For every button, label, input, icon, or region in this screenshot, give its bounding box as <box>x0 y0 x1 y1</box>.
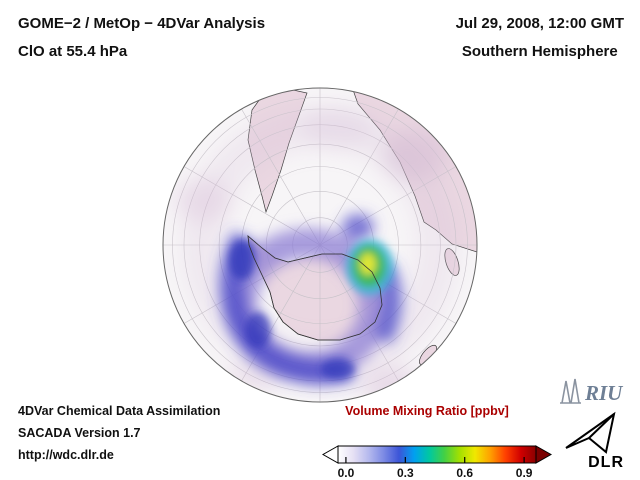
header-left: GOME−2 / MetOp − 4DVar Analysis ClO at 5… <box>18 10 265 66</box>
colorbar-title: Volume Mixing Ratio [ppbv] <box>345 404 509 418</box>
footer-left: 4DVar Chemical Data Assimilation SACADA … <box>18 400 220 466</box>
colorbar-tick-label: 0.0 <box>337 466 355 480</box>
plot-datetime: Jul 29, 2008, 12:00 GMT <box>455 15 624 32</box>
riu-logo: RIU <box>558 376 630 406</box>
hemisphere-map <box>162 87 478 403</box>
colorbar-tick-label: 0.9 <box>515 466 533 480</box>
dlr-logo-text: DLR <box>588 454 624 471</box>
colorbar <box>322 445 552 464</box>
deep-blue-left <box>229 240 255 280</box>
footer-url: http://wdc.dlr.de <box>18 448 114 462</box>
cathedral-icon <box>560 378 581 404</box>
antarctica-coastline <box>247 235 383 341</box>
footer-assimilation-label: 4DVar Chemical Data Assimilation <box>18 404 221 418</box>
plot-title: GOME−2 / MetOp − 4DVar Analysis <box>18 15 266 32</box>
dlr-wing-icon <box>565 411 616 454</box>
faint-patch-w <box>174 178 230 222</box>
deep-blue-bottom <box>321 359 355 379</box>
plot-hemisphere: Southern Hemisphere <box>461 43 618 60</box>
footer-version-label: SACADA Version 1.7 <box>18 426 141 440</box>
deep-blue-lower-left <box>245 312 271 348</box>
colorbar-ticks <box>345 457 525 463</box>
colorbar-gradient-bar <box>337 445 537 464</box>
colorbar-under-arrow <box>322 445 339 464</box>
riu-logo-text: RIU <box>584 381 624 405</box>
colorbar-tick-label: 0.3 <box>396 466 414 480</box>
globe-limb <box>162 87 478 403</box>
vortex-blob-top <box>342 214 374 240</box>
colorbar-over-arrow <box>535 445 552 464</box>
colorbar-tick-label: 0.6 <box>456 466 474 480</box>
header-right: Jul 29, 2008, 12:00 GMT Southern Hemisph… <box>456 10 624 66</box>
faint-patch-se <box>362 367 422 402</box>
faint-patch-ne <box>383 129 447 181</box>
dlr-logo: DLR <box>562 410 626 472</box>
faint-patch-n <box>298 107 378 147</box>
plot-subtitle: ClO at 55.4 hPa <box>18 43 128 60</box>
hotspot-yellow-core <box>360 253 376 275</box>
colorbar-tick-labels: 0.0 0.3 0.6 0.9 <box>322 466 552 480</box>
